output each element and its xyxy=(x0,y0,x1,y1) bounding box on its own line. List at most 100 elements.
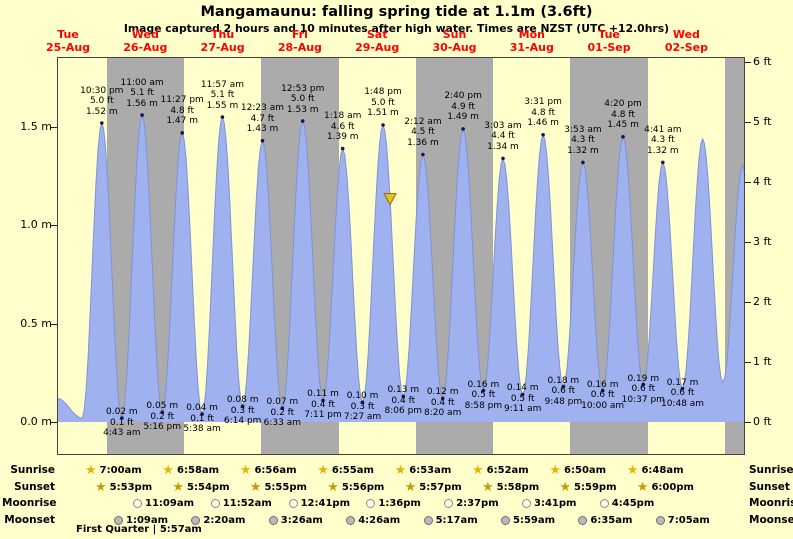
sun-icon: ★ xyxy=(172,479,185,495)
y-axis-tick xyxy=(51,422,57,423)
moonset-time-text: 3:26am xyxy=(280,514,323,526)
high-tide-annotation: 12:23 am 4.7 ft 1.43 m xyxy=(240,103,285,135)
low-tide-annotation: 0.19 m 0.6 ft 10:37 pm xyxy=(621,373,665,405)
tide-extreme-dot xyxy=(120,416,124,420)
tide-extreme-dot xyxy=(240,404,245,409)
y-axis-tick-label-feet: 5 ft xyxy=(753,115,772,129)
moonset-time-text: 1:09am xyxy=(126,514,169,526)
tide-extreme-dot xyxy=(381,123,385,127)
low-tide-annotation: 0.02 m 0.1 ft 4:43 am xyxy=(103,407,141,439)
sun-icon: ★ xyxy=(394,463,407,478)
day-label: Tue 01-Sep xyxy=(587,28,631,54)
sunset-time: ★ 5:54pm xyxy=(172,481,229,494)
moonset-time-text: 5:17am xyxy=(435,514,478,526)
moonrise-time-text: 3:41pm xyxy=(534,498,577,509)
moonrise-time: 3:41pm xyxy=(522,497,576,510)
high-tide-annotation: 10:30 pm 5.0 ft 1.52 m xyxy=(80,85,124,117)
moonrise-time: 1:36pm xyxy=(366,497,421,510)
moon-icon xyxy=(346,515,356,525)
sun-icon: ★ xyxy=(95,479,107,495)
tide-extreme-dot xyxy=(100,121,104,125)
low-tide-annotation: 0.18 m 0.6 ft 9:48 pm xyxy=(544,375,583,407)
moonrise-time: 11:52am xyxy=(210,497,272,510)
moonrise-time: 11:09am xyxy=(133,497,194,510)
tide-extreme-dot xyxy=(541,133,545,137)
sun-icon: ★ xyxy=(559,479,572,495)
sunrise-time-text: 7:00am xyxy=(99,465,142,476)
sunset-time: ★ 5:59pm xyxy=(559,481,616,494)
low-tide-annotation: 0.14 m 0.5 ft 9:11 am xyxy=(504,383,542,415)
moonset-time: 2:20am xyxy=(191,514,245,527)
low-tide-annotation: 0.16 m 0.5 ft 8:58 pm xyxy=(464,379,503,411)
tide-extreme-dot xyxy=(621,135,625,139)
sun-icon: ★ xyxy=(327,479,339,495)
sunrise-time-text: 6:56am xyxy=(254,465,297,476)
moon-icon xyxy=(288,499,298,508)
moonset-time-text: 5:59am xyxy=(513,514,556,526)
tide-extreme-dot xyxy=(461,127,465,131)
tide-curve xyxy=(56,113,746,420)
tide-extreme-dot xyxy=(360,400,365,405)
sunset-time-text: 6:00pm xyxy=(651,481,694,493)
high-tide-annotation: 1:48 pm 5.0 ft 1.51 m xyxy=(364,87,402,119)
low-tide-annotation: 0.04 m 0.1 ft 5:38 am xyxy=(183,403,221,435)
moonrise-time: 4:45pm xyxy=(599,497,655,510)
y-axis-tick xyxy=(51,225,57,227)
y-axis-tick-label-feet: 3 ft xyxy=(753,235,772,249)
day-label: Sat 29-Aug xyxy=(355,28,400,54)
high-tide-annotation: 1:18 am 4.6 ft 1.39 m xyxy=(324,111,362,143)
sunset-time-text: 5:54pm xyxy=(187,481,230,493)
low-tide-annotation: 0.16 m 0.6 ft 10:00 am xyxy=(581,379,625,411)
tide-extreme-dot xyxy=(440,396,445,401)
sunset-time-text: 5:59pm xyxy=(574,481,617,493)
sunset-row-label-left: Sunset xyxy=(14,480,55,493)
moonrise-time: 12:41pm xyxy=(288,497,350,510)
low-tide-annotation: 0.10 m 0.3 ft 7:27 am xyxy=(343,391,382,423)
moonrise-time: 2:37pm xyxy=(444,497,499,510)
tide-extreme-dot xyxy=(401,394,406,399)
tide-extreme-dot xyxy=(600,388,605,393)
sun-icon: ★ xyxy=(404,479,417,495)
sunrise-time: ★ 6:56am xyxy=(240,464,297,477)
chart-subtitle: Image captured 2 hours and 10 minutes af… xyxy=(123,22,670,35)
moonrise-time-text: 2:37pm xyxy=(456,498,499,509)
tide-extreme-dot xyxy=(160,410,165,415)
y-axis-tick-label-feet: 4 ft xyxy=(753,175,772,189)
y-axis-tick-label-metres: 1.0 m xyxy=(20,218,52,232)
sunrise-time-text: 6:50am xyxy=(564,465,607,476)
y-axis-tick xyxy=(745,182,751,184)
y-axis-tick xyxy=(51,323,57,325)
high-tide-annotation: 2:12 am 4.5 ft 1.36 m xyxy=(404,116,442,148)
tide-extreme-dot xyxy=(520,392,525,397)
sunset-time: ★ 5:56pm xyxy=(327,481,384,494)
moonset-time: 1:09am xyxy=(114,514,168,527)
tide-extreme-dot xyxy=(260,138,265,143)
moonset-time: 4:26am xyxy=(346,514,400,527)
sunset-time: ★ 5:55pm xyxy=(250,481,307,494)
sun-icon: ★ xyxy=(636,479,649,495)
sunrise-time: ★ 6:48am xyxy=(627,464,684,477)
moonrise-time-text: 4:45pm xyxy=(611,498,655,509)
high-tide-annotation: 11:57 am 5.1 ft 1.55 m xyxy=(200,79,244,111)
moonrise-time-text: 11:09am xyxy=(145,498,194,509)
current-time-marker xyxy=(383,193,397,206)
day-label: Thu 27-Aug xyxy=(200,28,245,54)
sunrise-time-text: 6:52am xyxy=(486,465,529,476)
y-axis-tick-label-feet: 6 ft xyxy=(753,55,772,69)
low-tide-annotation: 0.13 m 0.4 ft 8:06 pm xyxy=(384,385,423,417)
sunset-time-text: 5:53pm xyxy=(109,481,153,493)
tide-extreme-dot xyxy=(481,388,486,393)
moonset-time: 7:05am xyxy=(655,514,710,527)
y-axis-tick xyxy=(745,302,751,304)
moonset-time-text: 6:35am xyxy=(590,514,633,526)
low-tide-annotation: 0.05 m 0.2 ft 5:16 pm xyxy=(143,401,182,433)
tide-extreme-dot xyxy=(200,412,204,416)
moonset-time-text: 7:05am xyxy=(667,514,710,526)
tide-extreme-dot xyxy=(501,156,505,161)
high-tide-annotation: 2:40 pm 4.9 ft 1.49 m xyxy=(444,91,482,123)
moon-phase-label: First Quarter | 5:57am xyxy=(76,524,202,535)
low-tide-annotation: 0.17 m 0.6 ft 10:48 am xyxy=(660,377,705,409)
low-tide-annotation: 0.07 m 0.2 ft 6:33 am xyxy=(263,397,302,429)
y-axis-tick-label-metres: 0.5 m xyxy=(20,316,52,330)
